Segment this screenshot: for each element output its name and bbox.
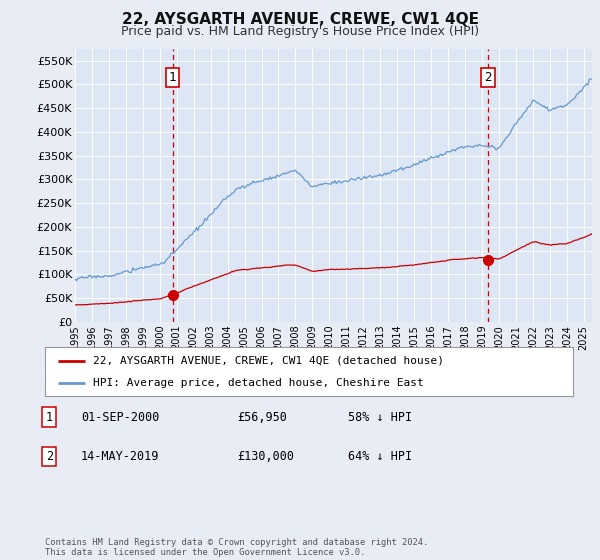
Text: HPI: Average price, detached house, Cheshire East: HPI: Average price, detached house, Ches…	[92, 378, 423, 388]
Text: Contains HM Land Registry data © Crown copyright and database right 2024.
This d: Contains HM Land Registry data © Crown c…	[45, 538, 428, 557]
Text: 2: 2	[46, 450, 53, 463]
Text: 1: 1	[169, 71, 176, 84]
Text: 58% ↓ HPI: 58% ↓ HPI	[348, 410, 412, 424]
Text: 14-MAY-2019: 14-MAY-2019	[81, 450, 160, 463]
Text: 22, AYSGARTH AVENUE, CREWE, CW1 4QE: 22, AYSGARTH AVENUE, CREWE, CW1 4QE	[121, 12, 479, 27]
Text: 64% ↓ HPI: 64% ↓ HPI	[348, 450, 412, 463]
Text: £56,950: £56,950	[237, 410, 287, 424]
Text: 01-SEP-2000: 01-SEP-2000	[81, 410, 160, 424]
Text: 22, AYSGARTH AVENUE, CREWE, CW1 4QE (detached house): 22, AYSGARTH AVENUE, CREWE, CW1 4QE (det…	[92, 356, 443, 366]
Text: 2: 2	[485, 71, 492, 84]
Text: 1: 1	[46, 410, 53, 424]
Text: £130,000: £130,000	[237, 450, 294, 463]
Text: Price paid vs. HM Land Registry's House Price Index (HPI): Price paid vs. HM Land Registry's House …	[121, 25, 479, 38]
